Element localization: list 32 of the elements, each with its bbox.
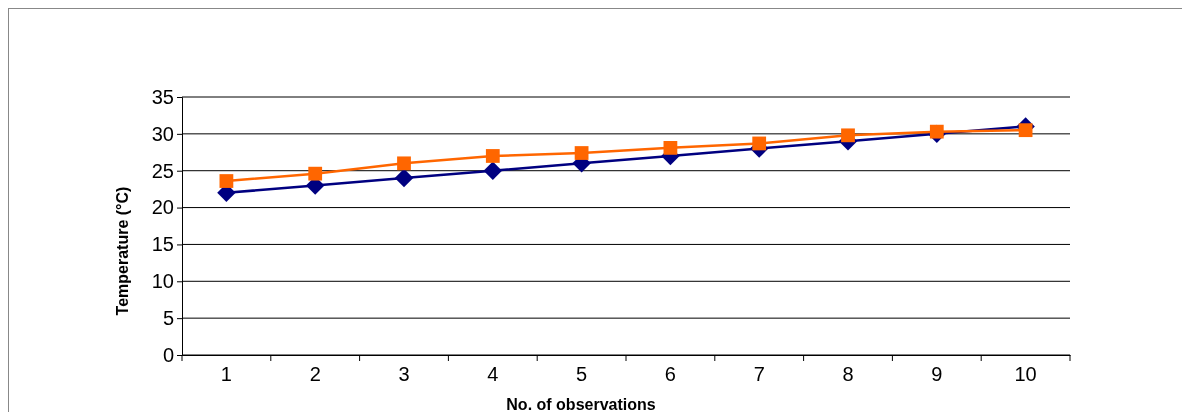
y-tick-label: 10 xyxy=(151,270,174,293)
point xyxy=(483,161,503,180)
point xyxy=(663,140,678,155)
x-tick-label: 10 xyxy=(1014,363,1037,386)
x-tick-label: 9 xyxy=(931,363,943,386)
point xyxy=(752,136,767,151)
point xyxy=(929,124,944,139)
x-tick-label: 2 xyxy=(309,363,321,386)
x-tick-label: 4 xyxy=(487,363,499,386)
point xyxy=(574,146,589,160)
y-tick-label: 20 xyxy=(151,196,174,219)
y-tick-label: 5 xyxy=(162,307,174,330)
y-tick-label: 35 xyxy=(151,85,174,108)
x-tick-label: 3 xyxy=(398,363,410,386)
x-tick-label: 5 xyxy=(576,363,588,386)
point xyxy=(397,156,411,171)
y-tick-label: 0 xyxy=(162,343,174,366)
y-axis-title: Temperature (°C) xyxy=(114,186,131,316)
point xyxy=(308,166,323,181)
x-axis-title: No. of observations xyxy=(506,396,656,412)
point xyxy=(841,128,855,143)
point xyxy=(394,168,414,188)
point xyxy=(219,174,234,188)
y-tick-label: 30 xyxy=(151,122,174,145)
point xyxy=(1018,123,1033,138)
y-tick-label: 25 xyxy=(151,159,174,182)
x-tick-label: 1 xyxy=(220,363,232,386)
x-tick-label: 8 xyxy=(842,363,854,386)
x-tick-label: 7 xyxy=(753,363,765,386)
point xyxy=(485,149,500,163)
y-tick-label: 15 xyxy=(151,233,174,256)
x-tick-label: 6 xyxy=(664,363,676,386)
